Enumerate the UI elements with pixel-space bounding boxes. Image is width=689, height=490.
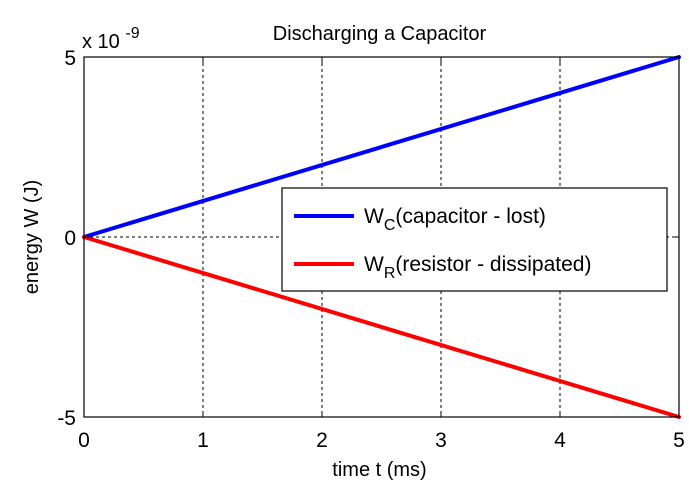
- y-exponent-power: -9: [125, 25, 139, 42]
- y-tick-label: -5: [57, 407, 76, 430]
- x-tick-label: 3: [435, 429, 447, 452]
- x-tick-label: 4: [554, 429, 566, 452]
- series-lines: [82, 55, 681, 419]
- x-tick-label: 0: [78, 429, 90, 452]
- y-axis-label: energy W (J): [21, 180, 43, 294]
- x-tick-label: 1: [197, 429, 209, 452]
- x-tick-label: 5: [673, 429, 685, 452]
- y-axis-exponent: x 10 -9: [82, 25, 140, 53]
- x-axis-label: time t (ms): [332, 459, 426, 481]
- y-exponent-base: x 10: [82, 31, 120, 53]
- legend-box: [281, 187, 668, 292]
- y-tick-label: 5: [64, 47, 76, 70]
- series-line-capacitor: [82, 55, 681, 239]
- axis-ticks: 0 1 2 3 4 5-505: [57, 47, 685, 452]
- legend-entry-label: WC(capacitor - lost): [364, 205, 546, 234]
- legend-entry-label: WR(resistor - dissipated): [364, 253, 591, 282]
- series-line-resistor: [82, 235, 681, 419]
- x-tick-label: 2: [316, 429, 328, 452]
- y-tick-label: 0: [64, 227, 76, 250]
- legend: WC(capacitor - lost) WR(resistor - dissip…: [281, 187, 668, 292]
- chart-title: Discharging a Capacitor: [273, 23, 487, 45]
